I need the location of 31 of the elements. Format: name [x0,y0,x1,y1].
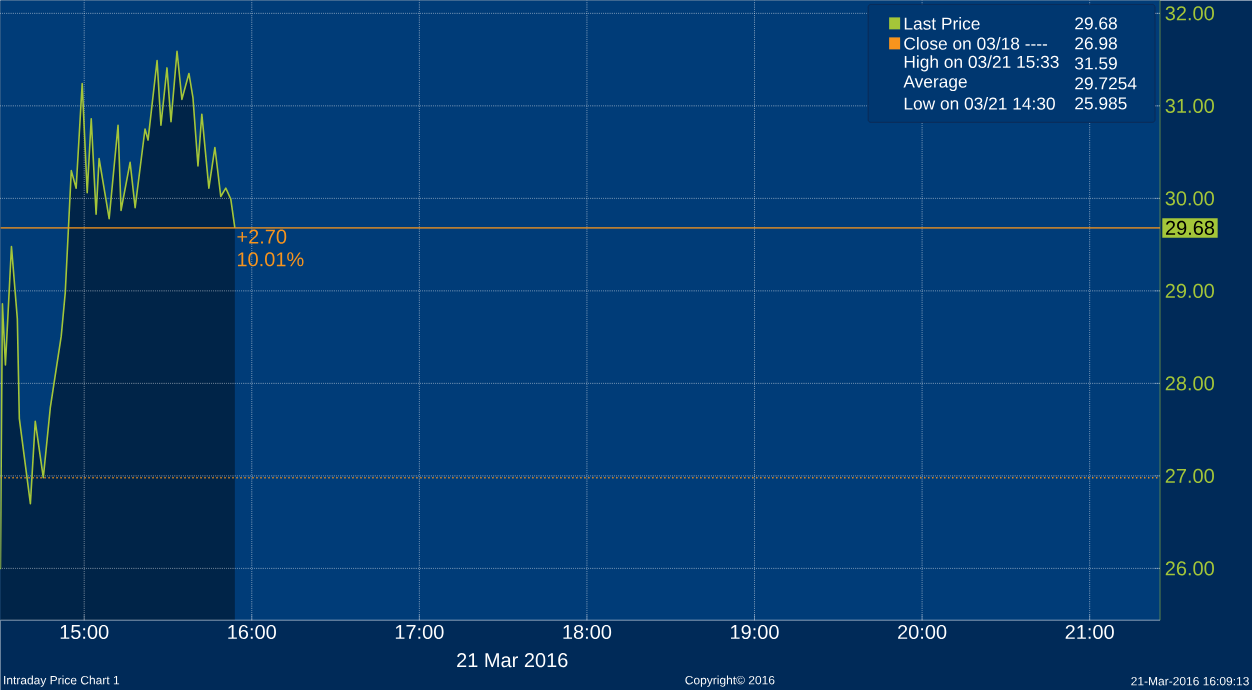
annotation: High on 03/21 15:33 [904,55,1059,72]
annotation: Low on 03/21 14:30 [904,96,1055,110]
y-tick-label: 28.00 [1165,376,1214,391]
x-tick-label: 21:00 [1065,624,1114,639]
x-tick-label: 19:00 [731,624,779,639]
text: Copyright© 2016 [685,675,775,687]
y-tick-label: 27.00 [1165,468,1214,483]
y-tick-label: 32.00 [1165,6,1214,21]
y-tick-label: 31.00 [1165,98,1214,113]
x-tick-label: 16:00 [228,624,276,639]
annotation: 25.985 [1075,97,1127,110]
x-tick-label: 20:00 [898,624,947,639]
ref-line-label: 29.68 [1165,220,1215,235]
text: 21-Mar-2016 16:09:13 [1131,676,1249,686]
x-tick-label: 17:00 [395,624,444,639]
y-tick-label: 26.00 [1165,561,1214,576]
annotation: 29.7254 [1075,77,1137,90]
y-tick-label: 29.00 [1165,283,1214,298]
annotation: +2.70 [237,229,287,244]
annotation: 29.68 [1075,17,1117,30]
x-axis-title: 21 Mar 2016 [457,653,568,668]
annotation: 26.98 [1075,37,1117,50]
annotation: Average [903,75,967,92]
legend-label: Close on 03/18 ---- [904,36,1048,50]
y-tick-label: 30.00 [1165,191,1214,206]
x-tick-label: 18:00 [563,624,612,639]
legend-label: Last Price [904,16,980,30]
text: Intraday Price Chart 1 [4,675,120,687]
x-tick-label: 15:00 [60,624,109,639]
annotation: 10.01% [237,252,304,267]
annotation: 31.59 [1075,57,1117,70]
